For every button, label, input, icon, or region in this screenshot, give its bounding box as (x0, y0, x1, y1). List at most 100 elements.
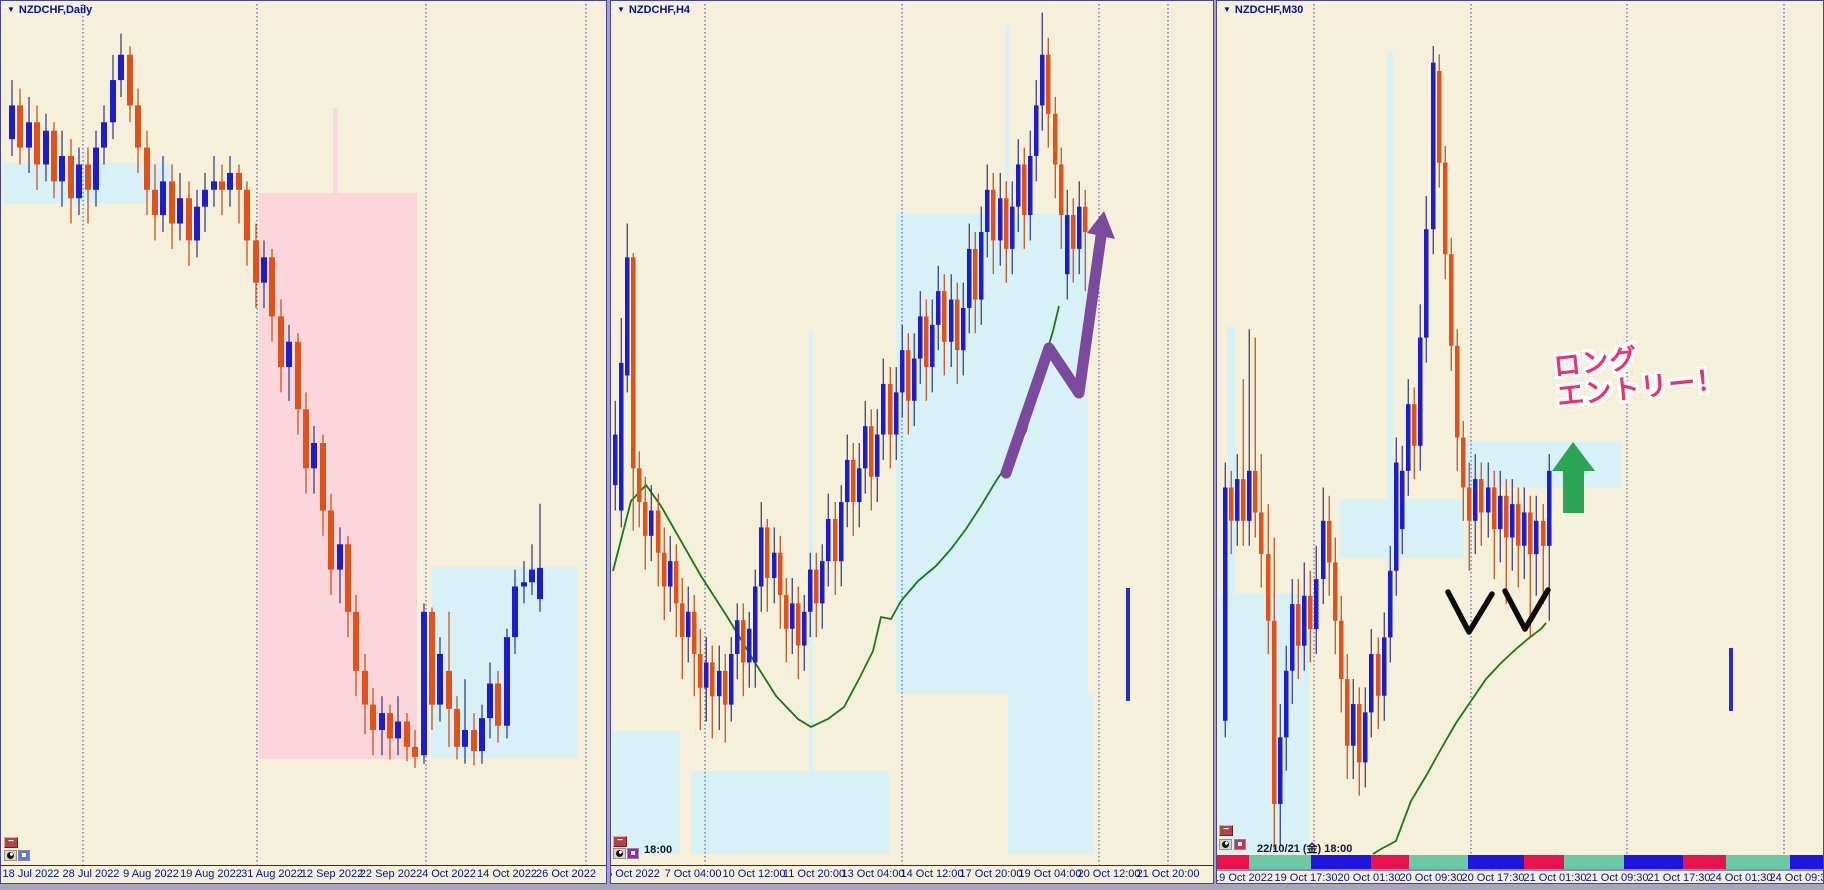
bull-candle (1235, 479, 1240, 521)
indicator-color-button[interactable] (1234, 839, 1246, 850)
bull-candle (395, 721, 401, 739)
indicator-eye-button[interactable] (1219, 839, 1232, 850)
bear-candle (692, 611, 697, 654)
chart-window-m30: ▼ NZDCHF,M30 22/10/21 (金) 18:00 ロング エントリー… (1216, 0, 1824, 884)
bear-candle (784, 594, 789, 629)
bear-candle (1259, 512, 1264, 555)
axis-tick-label: 12 Sep 2022 (300, 868, 364, 880)
bear-candle (127, 54, 133, 106)
axis-tick-label: 4 Oct 2022 (422, 868, 476, 880)
bull-candle (26, 122, 32, 148)
indicator-color-button[interactable] (18, 850, 30, 861)
minimize-button[interactable]: − (1219, 825, 1233, 836)
bear-candle (1004, 198, 1009, 249)
chart-symbol-label: NZDCHF,H4 (628, 4, 691, 16)
bull-candle (1424, 229, 1429, 338)
bull-candle (512, 586, 518, 638)
axis-tick-label: 31 Aug 2022 (241, 868, 303, 880)
axis-tick-label: 7 Oct 04:00 (664, 868, 722, 880)
candle-datetime-label: 22/10/21 (金) 18:00 (1257, 843, 1353, 855)
h4-chart-plot[interactable] (611, 1, 1214, 884)
bear-candle (1229, 487, 1234, 521)
highlight-zone (259, 193, 417, 759)
bull-candle (619, 362, 624, 511)
axis-tick-label: 17 Oct 20:00 (959, 868, 1023, 880)
bull-candle (1077, 206, 1082, 249)
bull-candle (227, 172, 233, 190)
chart-title-h4: ▼ NZDCHF,H4 (617, 4, 690, 16)
bull-candle (1016, 164, 1021, 207)
bear-candle (1333, 562, 1338, 621)
axis-tick-label: 21 Oct 01:30 (1523, 872, 1587, 884)
bull-candle (1314, 579, 1319, 630)
bear-candle (1253, 470, 1258, 513)
bear-candle (454, 708, 460, 747)
axis-tick-label: 20 Oct 12:00 (1077, 868, 1141, 880)
bear-candle (244, 189, 250, 241)
chevron-down-icon[interactable]: ▼ (7, 5, 15, 14)
bull-candle (1040, 54, 1045, 106)
bull-candle (160, 181, 166, 216)
bear-candle (85, 164, 91, 190)
daily-chart-plot[interactable] (1, 1, 607, 884)
bear-candle (778, 552, 783, 595)
candlesticks (613, 12, 1088, 743)
bull-candle (729, 654, 734, 705)
bull-candle (1486, 487, 1491, 513)
bear-candle (1308, 595, 1313, 630)
bear-candle (662, 552, 667, 587)
candlesticks (9, 33, 543, 768)
price-marker-line (1126, 588, 1130, 701)
axis-tick-label: 22 Sep 2022 (359, 868, 423, 880)
bull-candle (379, 713, 385, 730)
bull-candle (1394, 462, 1399, 571)
bull-candle (1388, 570, 1393, 638)
bull-candle (1473, 479, 1478, 521)
axis-tick-label: 14 Oct 2022 (477, 868, 537, 880)
bear-candle (295, 341, 301, 410)
axis-tick-label: 9 Aug 2022 (123, 868, 179, 880)
axis-tick-label: 24 Oct 09:30 (1769, 872, 1824, 884)
bull-candle (717, 670, 722, 697)
chevron-down-icon[interactable]: ▼ (1223, 5, 1231, 14)
chart-window-h4: ▼ NZDCHF,H4 18:00 5 Oct 2022 7 Oct 04:00 10… (610, 0, 1214, 884)
session-strip-segment (1249, 855, 1311, 869)
indicator-eye-button[interactable] (4, 850, 17, 861)
bear-candle (1376, 654, 1381, 696)
bull-candle (704, 662, 709, 688)
bull-candle (1284, 670, 1289, 738)
bull-candle (1534, 520, 1539, 555)
bear-candle (1053, 113, 1058, 165)
bear-candle (1412, 404, 1417, 446)
bear-candle (495, 683, 501, 726)
bear-candle (412, 746, 418, 757)
bull-candle (1431, 62, 1436, 230)
bull-candle (110, 80, 116, 123)
bear-candle (710, 662, 715, 697)
indicator-color-button[interactable] (627, 848, 639, 859)
chevron-down-icon[interactable]: ▼ (617, 5, 625, 14)
session-strip-segment (1311, 855, 1371, 869)
bear-candle (723, 670, 728, 705)
bear-candle (17, 105, 23, 148)
bull-candle (311, 443, 317, 469)
bear-candle (1504, 495, 1509, 538)
bear-candle (680, 603, 685, 638)
minimize-button[interactable]: − (4, 837, 18, 848)
bear-candle (1492, 487, 1497, 530)
bull-candle (421, 611, 427, 756)
bear-candle (637, 468, 642, 503)
m30-chart-plot[interactable] (1217, 1, 1824, 884)
bear-candle (796, 603, 801, 646)
bull-candle (1010, 206, 1015, 249)
chart-title-m30: ▼ NZDCHF,M30 (1223, 4, 1303, 16)
bull-candle (1321, 520, 1326, 580)
axis-tick-label: 18 Jul 2022 (2, 868, 60, 880)
chart-symbol-label: NZDCHF,M30 (1234, 4, 1304, 16)
bear-candle (1296, 604, 1301, 646)
minimize-button[interactable]: − (613, 836, 627, 847)
bull-candle (668, 561, 673, 587)
bull-candle (1510, 504, 1515, 538)
indicator-eye-button[interactable] (613, 848, 626, 859)
bull-candle (1369, 654, 1374, 713)
